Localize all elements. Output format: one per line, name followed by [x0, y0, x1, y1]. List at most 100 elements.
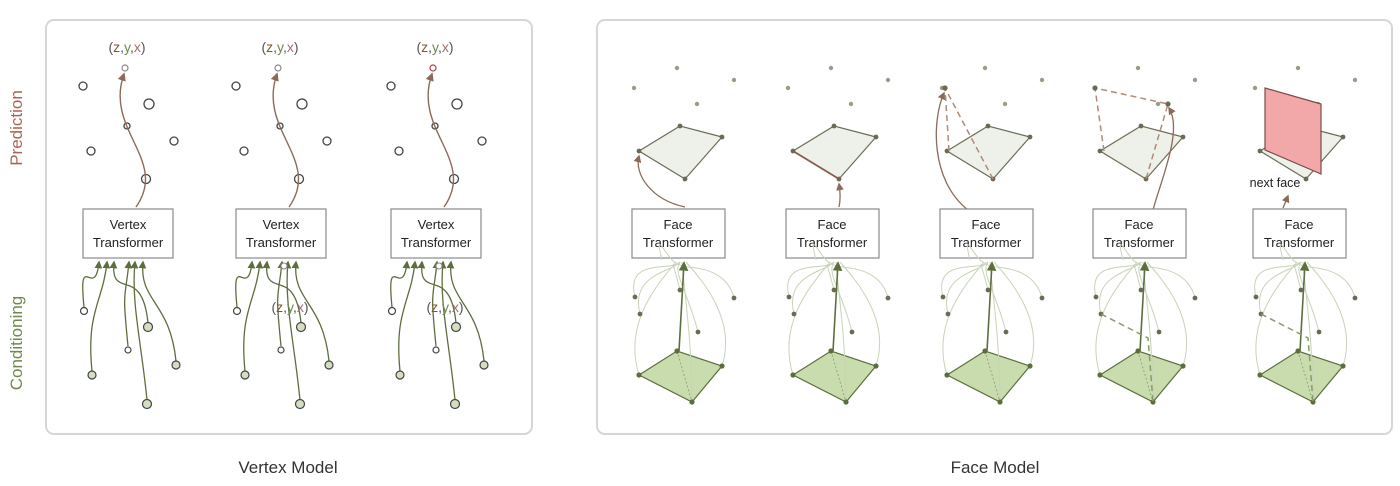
vertex-dot [719, 134, 725, 140]
top-face [791, 125, 878, 180]
box-label-line2: Transformer [246, 235, 317, 250]
point [294, 398, 306, 410]
face-diagonal [1297, 350, 1314, 403]
next-face-arrow [1282, 194, 1290, 209]
vertex-dot [1310, 399, 1316, 405]
point [632, 294, 638, 300]
face-column-5: next face Face Transformer [1250, 65, 1358, 405]
point [674, 65, 680, 71]
face-column-3: Face Transformer [935, 65, 1045, 405]
vertex-dot [997, 399, 1003, 405]
vertex-transformer-box [82, 208, 174, 259]
face-transformer-box [785, 208, 880, 259]
point [885, 77, 891, 83]
conditioning-arrow [138, 260, 177, 362]
box-label-line2: Transformer [1104, 235, 1175, 250]
vertex-column-1: (z,y,x) Vertex Transformer [78, 39, 181, 410]
conditioning-curve [634, 261, 677, 376]
vertex-dot [1027, 134, 1033, 140]
box-label-line2: Transformer [643, 235, 714, 250]
conditioning-curve [678, 261, 735, 299]
point [79, 306, 89, 316]
box-label-line2: Transformer [797, 235, 868, 250]
vertex-dot [828, 348, 834, 354]
point [1253, 294, 1259, 300]
vertex-dot [1027, 363, 1033, 369]
conditioning-curve [1095, 261, 1138, 376]
box-label-line1: Vertex [263, 217, 300, 232]
face-transformer-box [1092, 208, 1187, 259]
conditioning-curve [1306, 261, 1348, 367]
vertex-dot [873, 134, 879, 140]
point [142, 321, 154, 333]
box-label-line1: Face [1285, 217, 1314, 232]
conditioning-curve [1139, 261, 1196, 299]
point [731, 77, 737, 83]
vertex-dot [790, 372, 796, 378]
point [394, 146, 404, 156]
point [1002, 101, 1008, 107]
conditioning-arrow [276, 260, 286, 347]
point [1039, 77, 1045, 83]
vertex-dot [944, 372, 950, 378]
prediction-arrow [270, 72, 300, 208]
prediction-arrow [836, 182, 844, 208]
box-label-line1: Face [1125, 217, 1154, 232]
point [637, 311, 643, 317]
point [78, 81, 88, 91]
vertex-dot [1295, 348, 1301, 354]
point [1316, 329, 1322, 335]
vertex-dot [674, 348, 680, 354]
vertex-dot [1340, 134, 1346, 140]
vertex-model-caption: Vertex Model [238, 458, 338, 477]
predicted-point [429, 64, 437, 72]
vertex-dot [1097, 148, 1103, 154]
point [169, 136, 179, 146]
conditioning-arrow [243, 260, 264, 372]
vertex-dot [1138, 123, 1144, 129]
point [677, 287, 683, 293]
point [232, 306, 242, 316]
dashed-edge [1094, 87, 1169, 180]
point [124, 346, 132, 354]
vertex-dot [873, 363, 879, 369]
conditioning-face [1098, 350, 1185, 403]
point [231, 81, 241, 91]
conditioning-arrow [109, 260, 149, 324]
box-label-line1: Vertex [418, 217, 455, 232]
conditioning-arrow [82, 260, 103, 308]
prediction-arrow [425, 72, 455, 208]
point [731, 295, 737, 301]
vertex-dot [1143, 176, 1149, 182]
top-face [637, 125, 724, 180]
point [277, 346, 285, 354]
box-label-line1: Face [972, 217, 1001, 232]
conditioning-arrow [291, 260, 330, 362]
face-diagonal [1137, 350, 1154, 403]
conditioning-curve [1279, 244, 1302, 264]
point [985, 287, 991, 293]
conditioning-arrow [283, 260, 301, 401]
vertex-transformer-box [390, 208, 482, 259]
face-transformer-box [631, 208, 726, 259]
point [240, 370, 250, 380]
point [1003, 329, 1009, 335]
conditioning-arrow [398, 260, 419, 372]
vertex-dot [636, 148, 642, 154]
selected-edge [792, 150, 840, 180]
conditioning-coordinate: (z,y,x) [271, 299, 308, 315]
conditioning-arrow [438, 260, 456, 401]
vertex-dot [843, 399, 849, 405]
point [451, 98, 463, 110]
point [1298, 287, 1304, 293]
conditioning-arrow [431, 260, 441, 347]
prediction-label: Prediction [7, 90, 26, 166]
conditioning-face [945, 350, 1032, 403]
point [1252, 85, 1258, 91]
conditioning-curve [1255, 261, 1298, 376]
conditioning-curve [832, 261, 889, 299]
face-column-2: Face Transformer [785, 65, 891, 405]
vertex-dot [1092, 85, 1098, 91]
dashed-edge [1260, 313, 1314, 403]
predicted-coordinate: (z,y,x) [416, 39, 453, 55]
